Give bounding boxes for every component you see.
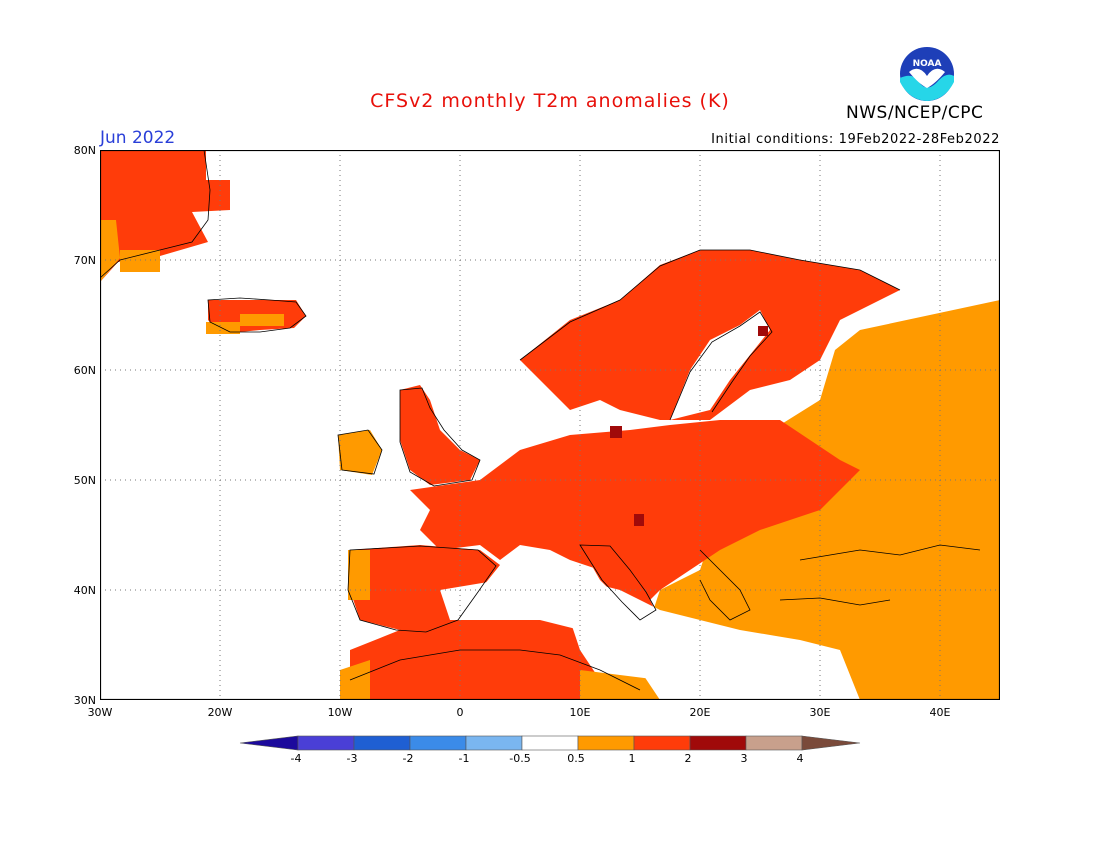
colorbar-label: -0.5 (509, 752, 531, 765)
hotspot-baltic (610, 426, 622, 438)
lon-label: 40E (929, 706, 951, 719)
hotspot-finland (758, 326, 768, 336)
colorbar-label: -3 (346, 752, 358, 765)
colorbar-label: -1 (458, 752, 470, 765)
colorbar (239, 735, 861, 751)
svg-text:NOAA: NOAA (913, 59, 942, 69)
britain-anomaly (400, 385, 480, 485)
map-frame (100, 150, 1000, 700)
lon-label: 30E (809, 706, 831, 719)
graticule (100, 150, 1000, 700)
lon-label: 20E (689, 706, 711, 719)
lat-label: 30N (73, 694, 96, 707)
colorbar-segment (465, 735, 523, 751)
lat-label: 60N (73, 364, 96, 377)
north-africa-anomaly (350, 615, 620, 700)
lon-label: 10W (327, 706, 353, 719)
agency-label: NWS/NCEP/CPC (846, 103, 984, 123)
colorbar-segment (297, 735, 355, 751)
hotspot-slovenia (634, 514, 644, 526)
greenland-anomaly (100, 150, 230, 282)
colorbar-label: 1 (628, 752, 636, 765)
colorbar-segment (353, 735, 411, 751)
anomaly-map (100, 150, 1000, 700)
colorbar-label: 2 (684, 752, 692, 765)
colorbar-segment (801, 735, 861, 751)
greenland-warm-edge (100, 220, 160, 282)
lat-label: 80N (73, 144, 96, 157)
lon-label: 10E (569, 706, 591, 719)
map-title: CFSv2 monthly T2m anomalies (K) (370, 90, 730, 112)
lat-label: 70N (73, 254, 96, 267)
lon-label: 30W (87, 706, 113, 719)
colorbar-segment (745, 735, 803, 751)
scandinavia-anomaly (520, 250, 900, 420)
colorbar-label: -2 (402, 752, 414, 765)
lat-label: 50N (73, 474, 96, 487)
coastlines (100, 150, 981, 691)
colorbar-segment (239, 735, 299, 751)
ireland-anomaly (338, 430, 382, 475)
forecast-month: Jun 2022 (100, 128, 176, 148)
initial-conditions: Initial conditions: 19Feb2022-28Feb2022 (711, 132, 1000, 147)
colorbar-label: 0.5 (567, 752, 585, 765)
anomaly-fills (100, 150, 1000, 700)
colorbar-segment (521, 735, 579, 751)
lat-label: 40N (73, 584, 96, 597)
colorbar-label: 3 (740, 752, 748, 765)
noaa-logo: NOAA (897, 44, 957, 104)
turkey-anomaly (700, 570, 1000, 700)
lon-label: 20W (207, 706, 233, 719)
colorbar-segment (409, 735, 467, 751)
colorbar-label: 4 (796, 752, 804, 765)
colorbar-label: -4 (290, 752, 302, 765)
baltic-neutral (670, 310, 770, 420)
colorbar-segment (633, 735, 691, 751)
colorbar-segment (689, 735, 747, 751)
iceland-warm-edge (206, 314, 284, 334)
mediterranean-neutral (440, 570, 860, 700)
lon-label: 0 (456, 706, 464, 719)
colorbar-segment (577, 735, 635, 751)
iberia-warm-edge (348, 550, 370, 600)
